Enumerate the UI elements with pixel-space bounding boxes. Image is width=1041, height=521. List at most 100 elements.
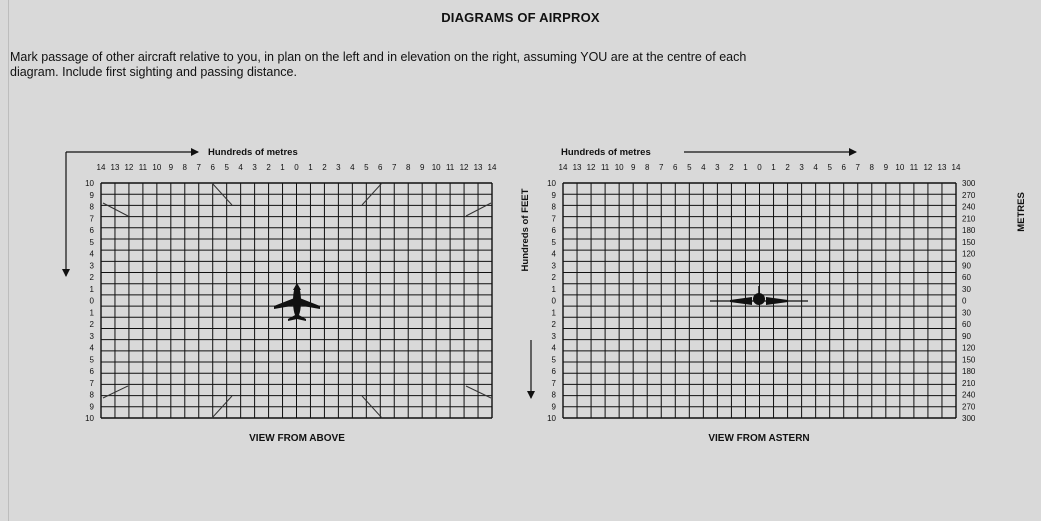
side-tick-label: 4 <box>90 344 95 353</box>
top-tick-label: 6 <box>210 163 215 172</box>
top-tick-label: 12 <box>923 163 932 172</box>
top-tick-label: 9 <box>169 163 174 172</box>
top-tick-label: 4 <box>813 163 818 172</box>
side-tick-label: 3 <box>90 332 95 341</box>
side-tick-label: 300 <box>962 414 976 423</box>
top-tick-label: 2 <box>266 163 271 172</box>
top-tick-label: 3 <box>715 163 720 172</box>
side-tick-label: 2 <box>552 320 557 329</box>
top-tick-label: 7 <box>659 163 664 172</box>
side-tick-label: 270 <box>962 191 976 200</box>
side-tick-label: 4 <box>90 250 95 259</box>
top-tick-label: 1 <box>280 163 285 172</box>
airplane-top-view-icon <box>274 283 320 321</box>
side-tick-label: 6 <box>90 367 95 376</box>
side-tick-label: 0 <box>552 297 557 306</box>
elevation-view-diagram: Hundreds of metres Hundreds of FEET METR… <box>520 147 1027 444</box>
top-tick-label: 2 <box>729 163 734 172</box>
side-tick-label: 5 <box>90 355 95 364</box>
top-tick-label: 3 <box>336 163 341 172</box>
top-tick-label: 14 <box>488 163 497 172</box>
side-tick-label: 60 <box>962 273 971 282</box>
top-tick-label: 5 <box>224 163 229 172</box>
side-tick-label: 270 <box>962 402 976 411</box>
side-tick-label: 10 <box>547 414 556 423</box>
side-tick-label: 8 <box>90 391 95 400</box>
side-tick-label: 120 <box>962 344 976 353</box>
top-tick-label: 13 <box>938 163 947 172</box>
top-tick-label: 9 <box>631 163 636 172</box>
top-tick-label: 7 <box>392 163 397 172</box>
top-tick-label: 10 <box>432 163 441 172</box>
side-tick-label: 1 <box>552 308 557 317</box>
side-tick-label: 8 <box>552 391 557 400</box>
side-tick-label: 7 <box>90 214 95 223</box>
top-tick-label: 4 <box>350 163 355 172</box>
top-tick-label: 12 <box>124 163 133 172</box>
top-tick-label: 2 <box>785 163 790 172</box>
top-tick-label: 13 <box>111 163 120 172</box>
side-tick-label: 1 <box>90 308 95 317</box>
side-tick-label: 3 <box>552 261 557 270</box>
top-tick-label: 11 <box>139 163 148 172</box>
airplane-rear-view-icon <box>710 286 808 305</box>
top-tick-label: 0 <box>294 163 299 172</box>
side-tick-label: 9 <box>552 402 557 411</box>
side-tick-label: 30 <box>962 285 971 294</box>
top-tick-label: 12 <box>587 163 596 172</box>
page-title: DIAGRAMS OF AIRPROX <box>441 10 600 25</box>
plan-axis-title: Hundreds of metres <box>208 147 298 158</box>
elevation-caption: VIEW FROM ASTERN <box>708 433 809 444</box>
side-tick-label: 60 <box>962 320 971 329</box>
top-tick-label: 10 <box>895 163 904 172</box>
top-tick-label: 3 <box>799 163 804 172</box>
top-tick-label: 7 <box>856 163 861 172</box>
top-tick-label: 6 <box>841 163 846 172</box>
side-tick-label: 0 <box>90 297 95 306</box>
plan-grid[interactable] <box>100 182 493 419</box>
side-tick-label: 210 <box>962 214 976 223</box>
side-tick-label: 1 <box>552 285 557 294</box>
side-tick-label: 6 <box>552 367 557 376</box>
side-tick-label: 9 <box>552 191 557 200</box>
top-tick-label: 6 <box>378 163 383 172</box>
side-tick-label: 2 <box>552 273 557 282</box>
top-tick-label: 10 <box>152 163 161 172</box>
elevation-grid[interactable] <box>562 182 957 419</box>
form-frame <box>8 0 1041 521</box>
top-tick-label: 14 <box>97 163 106 172</box>
top-tick-label: 13 <box>573 163 582 172</box>
top-tick-label: 4 <box>238 163 243 172</box>
side-tick-label: 90 <box>962 261 971 270</box>
top-tick-label: 3 <box>252 163 257 172</box>
top-tick-label: 8 <box>406 163 411 172</box>
top-tick-label: 5 <box>687 163 692 172</box>
elevation-right-axis-title: METRES <box>1016 192 1027 232</box>
side-tick-label: 4 <box>552 344 557 353</box>
side-tick-label: 210 <box>962 379 976 388</box>
side-tick-label: 8 <box>552 203 557 212</box>
top-tick-label: 8 <box>183 163 188 172</box>
side-tick-label: 2 <box>90 320 95 329</box>
top-tick-label: 1 <box>743 163 748 172</box>
side-tick-label: 3 <box>552 332 557 341</box>
top-tick-label: 6 <box>673 163 678 172</box>
side-tick-label: 7 <box>90 379 95 388</box>
side-tick-label: 180 <box>962 226 976 235</box>
top-tick-label: 7 <box>197 163 202 172</box>
plan-view-diagram: Hundreds of metres 14 13 12 11 10 9 8 7 6 5 4 3 2 1 0 1… <box>62 147 497 444</box>
side-tick-label: 5 <box>552 238 557 247</box>
side-tick-label: 120 <box>962 250 976 259</box>
side-tick-label: 9 <box>90 402 95 411</box>
side-tick-label: 4 <box>552 250 557 259</box>
top-tick-label: 5 <box>364 163 369 172</box>
top-tick-label: 4 <box>701 163 706 172</box>
side-tick-label: 3 <box>90 261 95 270</box>
side-tick-label: 2 <box>90 273 95 282</box>
top-tick-label: 14 <box>952 163 961 172</box>
top-tick-label: 8 <box>645 163 650 172</box>
top-tick-label: 11 <box>446 163 455 172</box>
elevation-top-ticks: 14 13 12 11 10 9 8 7 6 5 4 3 2 1 0 1 2 3 4 5 6 7 8 9 10 11 12 13 14 <box>559 163 961 172</box>
